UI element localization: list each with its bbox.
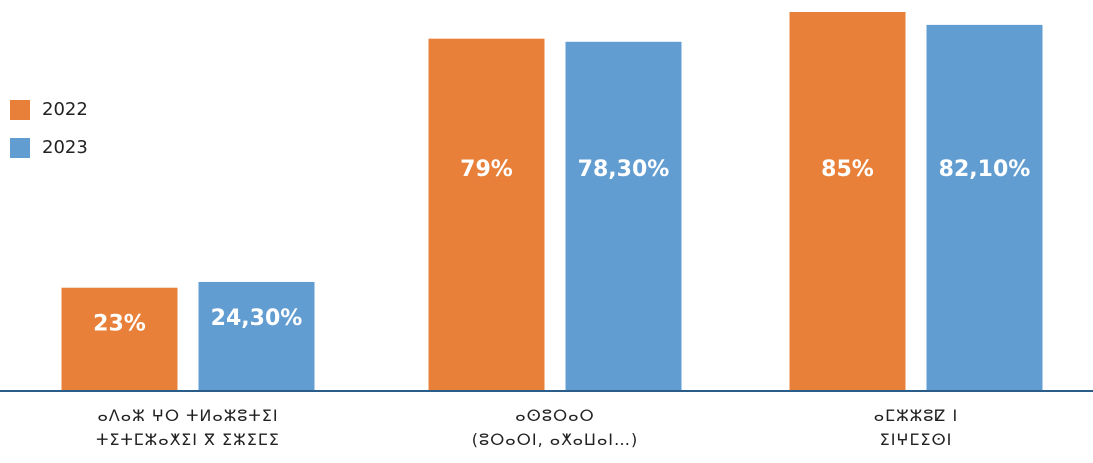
legend-label: 2023 xyxy=(42,137,88,158)
bar xyxy=(789,12,906,390)
value-label: 78,30% xyxy=(578,157,670,182)
value-label: 23% xyxy=(93,312,146,337)
value-label: 85% xyxy=(821,157,874,182)
bar xyxy=(926,24,1043,390)
bar xyxy=(198,281,315,390)
legend-swatch xyxy=(10,100,30,120)
legend-label: 2022 xyxy=(42,99,88,120)
value-label: 82,10% xyxy=(939,157,1031,182)
x-tick-label: ⴰⴷⴰⵣ ⵖⵔ ⵜⵍⴰⵣⵓⵜⵉⵏ ⵜⵉⵜⵎⵣⴰⵅⵉⵏ ⴳ ⵉⵣⵉⵎⵉ xyxy=(96,406,280,449)
value-label: 24,30% xyxy=(211,306,303,331)
x-tick-label: ⴰⵎⵣⵣⵓⵇ ⵏ ⵉⵏⵖⵎⵉⵙⵏ xyxy=(873,406,959,449)
bar xyxy=(565,41,682,391)
value-label: 79% xyxy=(460,157,513,182)
bar xyxy=(61,287,178,390)
bar xyxy=(428,38,545,391)
x-tick-label: ⴰⵙⵓⵔⴰⵔ (ⵓⵔⴰⵔⵏ, ⴰⵅⴰⵡⴰⵏ…) xyxy=(471,406,639,449)
legend-swatch xyxy=(10,138,30,158)
